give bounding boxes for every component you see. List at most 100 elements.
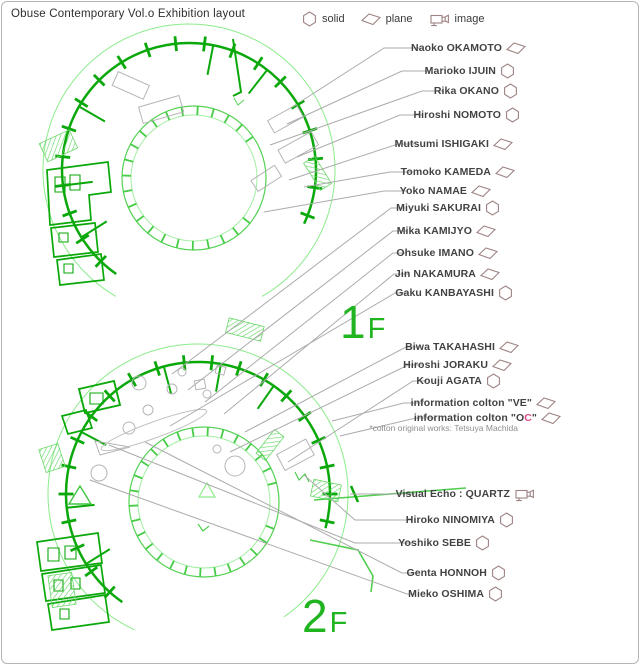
solid-icon xyxy=(486,373,501,389)
artist-name: Mutsumi ISHIGAKI xyxy=(394,138,489,150)
artist-row: Marioko IJUIN xyxy=(425,63,515,79)
artist-row: Gaku KANBAYASHI xyxy=(395,285,513,301)
artist-name: Rika OKANO xyxy=(433,85,499,97)
leader-line xyxy=(303,171,411,188)
artist-name: Miyuki SAKURAI xyxy=(396,202,481,214)
solid-icon xyxy=(498,285,513,301)
artist-name: Hiroshi JORAKU xyxy=(403,359,488,371)
artist-name: Yoko NAMAE xyxy=(399,185,467,197)
artist-name: Biwa TAKAHASHI xyxy=(405,341,495,353)
artist-name: Yoshiko SEBE xyxy=(398,537,471,549)
artist-name: Visual Echo : QUARTZ xyxy=(395,488,510,500)
legend-label: solid xyxy=(322,13,345,25)
legend-item-plane: plane xyxy=(360,12,413,26)
artist-name: Hiroshi NOMOTO xyxy=(413,109,501,121)
artist-row: Genta HONNOH xyxy=(406,565,506,581)
artist-row: information colton "OC" xyxy=(414,410,561,426)
legend-label: image xyxy=(454,13,485,25)
page-title: Obuse Contemporary Vol.o Exhibition layo… xyxy=(11,8,246,20)
leader-line xyxy=(287,380,427,463)
leader-line xyxy=(108,444,412,544)
solid-icon xyxy=(475,535,490,551)
solid-icon xyxy=(499,512,514,528)
leader-line xyxy=(89,479,415,595)
artist-name: Tomoko KAMEDA xyxy=(400,166,491,178)
image-icon xyxy=(514,487,535,502)
plane-icon xyxy=(506,41,526,55)
plane-icon xyxy=(480,267,500,281)
solid-icon xyxy=(488,586,503,602)
leader-lines xyxy=(89,47,443,595)
artist-name: information colton "VE" xyxy=(410,397,532,409)
leader-line xyxy=(286,70,430,125)
image-icon xyxy=(429,12,450,27)
leader-line xyxy=(169,292,409,427)
leader-line xyxy=(299,47,420,103)
artist-row: Hiroshi NOMOTO xyxy=(413,107,520,123)
solid-icon xyxy=(485,200,500,216)
leader-line xyxy=(204,252,407,403)
artist-row: Yoko NAMAE xyxy=(400,183,491,199)
artist-row: Biwa TAKAHASHI xyxy=(405,339,519,355)
plane-icon xyxy=(476,224,496,238)
artist-row: Mutsumi ISHIGAKI xyxy=(395,136,513,152)
artist-row: Hiroko NINOMIYA xyxy=(406,512,514,528)
artist-name: Mika KAMIJYO xyxy=(396,225,472,237)
artist-name: Marioko IJUIN xyxy=(424,65,496,77)
legend-item-solid: solid xyxy=(302,11,345,27)
artist-name: Mieko OSHIMA xyxy=(408,588,484,600)
solid-icon xyxy=(302,11,317,27)
plane-icon xyxy=(492,358,512,372)
floor-plan-2f xyxy=(36,343,467,631)
artist-row: Naoko OKAMOTO xyxy=(411,40,526,56)
artist-row: Miyuki SAKURAI xyxy=(396,200,500,216)
leader-line xyxy=(339,417,435,437)
leader-line xyxy=(296,114,423,158)
leader-line xyxy=(223,273,408,415)
artist-name: Genta HONNOH xyxy=(406,567,487,579)
leader-line xyxy=(303,474,413,521)
plane-icon xyxy=(499,340,519,354)
solid-icon xyxy=(500,63,515,79)
artist-row: Visual Echo : QUARTZ xyxy=(396,486,535,502)
footnote: *colton original works: Tetsuya Machida xyxy=(369,423,518,433)
plane-icon xyxy=(495,165,515,179)
artist-row: Mieko OSHIMA xyxy=(408,586,503,602)
floor-label-text: 2 xyxy=(302,590,328,642)
leader-line xyxy=(331,402,423,422)
plane-icon xyxy=(360,12,381,26)
artist-row: Jin NAKAMURA xyxy=(395,266,500,282)
plane-icon xyxy=(493,137,513,151)
floor-label-text: F xyxy=(367,312,386,345)
legend-label: plane xyxy=(385,13,413,25)
legend: solid plane image xyxy=(302,11,485,27)
floor-label-text: 1 xyxy=(340,296,366,348)
artist-name: Ohsuke IMANO xyxy=(396,247,474,259)
plane-icon xyxy=(471,184,491,198)
artist-row: Rika OKANO xyxy=(434,83,518,99)
artist-name: Naoko OKAMOTO xyxy=(411,42,502,54)
floor-plan-1f xyxy=(38,23,336,342)
artist-row: Tomoko KAMEDA xyxy=(401,164,515,180)
artist-name: Hiroko NINOMIYA xyxy=(405,514,495,526)
artist-name: Gaku KANBAYASHI xyxy=(395,287,494,299)
artist-row: Ohsuke IMANO xyxy=(396,245,498,261)
leader-line xyxy=(187,230,407,391)
artist-row: Mika KAMIJYO xyxy=(397,223,496,239)
solid-icon xyxy=(503,83,518,99)
highlighted-letter: C xyxy=(524,412,532,424)
plane-icon xyxy=(478,246,498,260)
legend-item-image: image xyxy=(429,12,485,27)
artist-row: Yoshiko SEBE xyxy=(398,535,490,551)
leader-line xyxy=(229,364,422,453)
artist-row: Kouji AGATA xyxy=(416,373,501,389)
artist-name: information colton "OC" xyxy=(413,412,537,424)
leader-line xyxy=(144,441,417,574)
plane-icon xyxy=(541,411,561,425)
leader-line xyxy=(269,90,443,146)
artist-row: Hiroshi JORAKU xyxy=(403,357,512,373)
solid-icon xyxy=(505,107,520,123)
leader-line xyxy=(263,190,407,213)
